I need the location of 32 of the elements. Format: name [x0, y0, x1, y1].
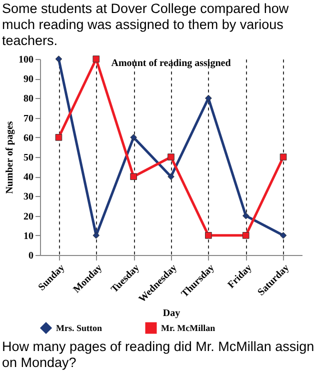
y-tick-label: 80 [24, 94, 34, 105]
point [168, 154, 174, 160]
point [55, 134, 62, 141]
legend-label: Mr. McMillan [161, 323, 216, 333]
point [242, 212, 250, 220]
point [242, 232, 250, 239]
legend-label: Mrs. Sutton [56, 323, 102, 333]
point [280, 232, 287, 239]
y-tick-label: 10 [24, 230, 34, 242]
chart-title: Amount of reading assigned [111, 58, 232, 69]
point [168, 173, 174, 180]
y-axis-title: Number of pages [4, 121, 16, 194]
point [92, 56, 100, 62]
chart-subtitle: Some students at Dover College compared how much reading was assigned to them by various teachers. [1, 0, 290, 50]
y-tick-label: 30 [24, 192, 34, 203]
y-tick-label: 90 [24, 74, 34, 86]
point [280, 154, 287, 160]
point [205, 232, 212, 239]
point [205, 94, 212, 102]
y-tick-label: 100 [18, 54, 34, 66]
y-tick-label: 70 [24, 113, 34, 124]
y-tick-label: 40 [24, 172, 34, 184]
y-tick-label: 50 [24, 152, 34, 164]
point [55, 56, 62, 62]
point [130, 173, 137, 180]
y-tick-label: 20 [24, 211, 34, 222]
x-axis-title: Day [162, 308, 180, 320]
y-tick-label: 60 [24, 132, 34, 144]
point [92, 232, 100, 239]
text: How many pages of reading did Mr. McMillan assign on Monday? [1, 338, 316, 372]
y-tick-label: 0 [28, 250, 34, 262]
point [130, 134, 137, 141]
